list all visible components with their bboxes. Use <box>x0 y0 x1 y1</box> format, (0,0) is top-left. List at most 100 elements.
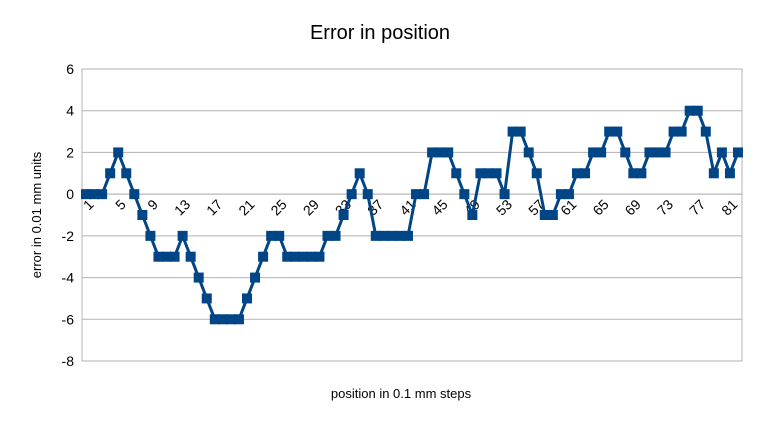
point-marker <box>258 251 269 262</box>
point-marker <box>346 189 357 200</box>
point-marker <box>419 189 430 200</box>
x-tick-label: 81 <box>718 196 740 218</box>
x-axis-label: position in 0.1 mm steps <box>331 386 472 401</box>
point-marker <box>193 272 204 283</box>
point-marker <box>604 126 615 137</box>
y-tick-label: 2 <box>66 144 74 160</box>
point-marker <box>354 168 365 179</box>
point-marker <box>507 126 518 137</box>
point-marker <box>169 251 180 262</box>
point-marker <box>386 230 397 241</box>
point-marker <box>129 189 140 200</box>
y-tick-label: 6 <box>66 61 74 77</box>
y-tick-label: -8 <box>62 353 75 369</box>
point-marker <box>628 168 639 179</box>
point-marker <box>137 210 148 220</box>
point-marker <box>708 168 719 179</box>
point-marker <box>523 147 534 158</box>
x-tick-label: 25 <box>267 196 289 218</box>
point-marker <box>732 147 743 158</box>
point-marker <box>563 189 574 200</box>
point-marker <box>362 189 373 200</box>
point-marker <box>250 272 261 283</box>
y-tick-label: -2 <box>62 228 75 244</box>
point-marker <box>467 210 478 220</box>
point-marker <box>266 230 277 241</box>
point-marker <box>233 314 244 325</box>
point-marker <box>443 147 454 158</box>
point-marker <box>394 230 405 241</box>
point-marker <box>491 168 502 179</box>
point-marker <box>531 168 542 179</box>
point-marker <box>596 147 607 158</box>
point-marker <box>644 147 655 158</box>
point-marker <box>427 147 438 158</box>
point-marker <box>242 293 252 304</box>
point-marker <box>121 168 132 179</box>
point-marker <box>370 230 381 241</box>
point-marker <box>290 251 301 262</box>
x-tick-label: 61 <box>557 196 579 218</box>
point-marker <box>620 147 631 158</box>
point-marker <box>314 251 325 262</box>
x-tick-label: 53 <box>493 196 515 218</box>
chart-title: Error in position <box>310 22 450 44</box>
point-marker <box>322 230 333 241</box>
point-marker <box>612 126 623 137</box>
point-marker <box>700 126 711 137</box>
point-marker <box>499 189 510 200</box>
x-tick-label: 17 <box>203 196 225 218</box>
point-marker <box>105 168 116 179</box>
point-marker <box>515 126 526 137</box>
x-tick-label: 77 <box>686 196 708 218</box>
point-marker <box>306 251 317 262</box>
x-tick-label: 21 <box>235 196 257 218</box>
point-marker <box>282 251 293 262</box>
point-marker <box>201 293 212 304</box>
point-marker <box>555 189 566 200</box>
x-tick-label: 13 <box>171 196 193 218</box>
point-marker <box>588 147 599 158</box>
series-line <box>86 109 740 321</box>
point-marker <box>217 314 228 325</box>
point-marker <box>153 251 164 262</box>
point-marker <box>81 189 92 200</box>
y-tick-label: -6 <box>62 311 75 327</box>
point-marker <box>402 230 413 241</box>
point-marker <box>676 126 687 137</box>
x-tick-label: 73 <box>654 196 676 218</box>
x-tick-label: 65 <box>589 196 611 218</box>
point-marker <box>330 230 341 241</box>
point-marker <box>298 251 309 262</box>
point-marker <box>89 189 100 200</box>
point-marker <box>209 314 220 325</box>
y-tick-label: 0 <box>66 186 74 202</box>
point-marker <box>459 189 470 200</box>
point-marker <box>636 168 647 179</box>
point-marker <box>475 168 486 179</box>
point-marker <box>435 147 446 158</box>
y-axis-label: error in 0.01 mm units <box>29 151 44 278</box>
point-marker <box>451 168 462 179</box>
x-tick-label: 5 <box>112 196 129 213</box>
point-marker <box>572 168 582 179</box>
point-marker <box>692 105 703 116</box>
point-marker <box>225 314 236 325</box>
point-marker <box>274 230 285 241</box>
point-marker <box>411 189 422 200</box>
point-marker <box>185 251 196 262</box>
y-tick-label: 4 <box>66 103 74 119</box>
point-marker <box>483 168 494 179</box>
x-tick-label: 45 <box>428 196 450 218</box>
point-marker <box>652 147 663 158</box>
point-marker <box>97 189 108 200</box>
x-tick-label: 29 <box>300 196 322 218</box>
point-marker <box>668 126 679 137</box>
point-marker <box>716 147 727 158</box>
y-tick-label: -4 <box>62 270 75 286</box>
point-marker <box>684 105 695 116</box>
point-marker <box>378 230 389 241</box>
point-marker <box>660 147 671 158</box>
point-marker <box>580 168 591 179</box>
